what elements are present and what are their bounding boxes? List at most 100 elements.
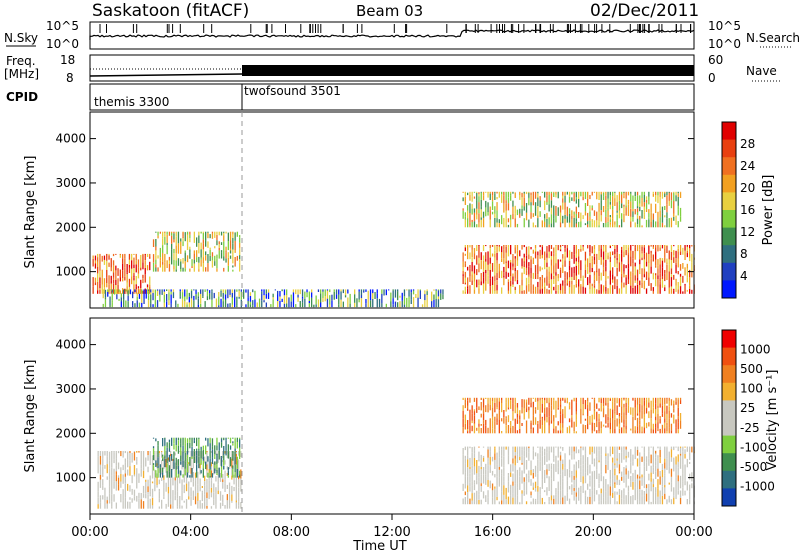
echo-cell [219, 456, 222, 466]
echo-cell [127, 469, 129, 476]
echo-cell [689, 462, 691, 464]
echo-cell [127, 301, 129, 308]
echo-cell [539, 200, 541, 208]
power-echoes [92, 191, 695, 308]
echo-cell [471, 472, 473, 482]
echo-cell [478, 213, 480, 223]
echo-cell [661, 413, 664, 417]
echo-cell [575, 496, 577, 505]
echo-cell [568, 208, 571, 214]
echo-cell [627, 254, 630, 264]
echo-cell [625, 205, 627, 208]
echo-cell [668, 191, 670, 193]
echo-cell [147, 455, 149, 461]
echo-cell [231, 297, 233, 305]
echo-cell [487, 461, 489, 466]
echo-cell [507, 272, 510, 277]
echo-cell [530, 247, 532, 250]
echo-cell [546, 474, 548, 479]
echo-cell [227, 437, 229, 439]
echo-cell [582, 483, 584, 491]
echo-cell [514, 418, 516, 427]
echo-cell [589, 195, 591, 200]
echo-cell [632, 263, 634, 273]
echo-cell [666, 499, 668, 505]
echo-cell [618, 204, 621, 211]
echo-cell [467, 420, 469, 429]
echo-cell [550, 265, 553, 274]
echo-cell [473, 253, 476, 260]
echo-cell [668, 397, 670, 401]
echo-cell [170, 291, 172, 295]
echo-cell [641, 246, 643, 252]
echo-cell [557, 450, 559, 458]
echo-cell [655, 245, 657, 248]
echo-cell [612, 457, 614, 463]
echo-cell [555, 455, 557, 464]
echo-cell [106, 464, 108, 474]
echo-cell [182, 238, 184, 242]
echo-cell [557, 290, 559, 294]
echo-cell [464, 292, 466, 294]
echo-cell [142, 485, 145, 494]
echo-cell [655, 500, 657, 505]
echo-cell [623, 191, 625, 193]
echo-cell [568, 270, 571, 278]
echo-cell [462, 483, 464, 491]
echo-cell [207, 232, 209, 239]
echo-cell [494, 193, 496, 200]
echo-cell [182, 437, 184, 446]
echo-cell [397, 291, 399, 301]
echo-cell [618, 428, 621, 434]
echo-cell [151, 469, 154, 479]
echo-cell [657, 479, 659, 489]
echo-cell [632, 425, 634, 434]
echo-cell [478, 499, 480, 505]
echo-cell [189, 457, 191, 466]
echo-cell [593, 399, 596, 408]
echo-cell [584, 462, 587, 466]
echo-cell [191, 468, 193, 478]
echo-cell [501, 215, 503, 225]
echo-cell [97, 266, 99, 274]
echo-cell [591, 414, 593, 423]
echo-cell [621, 246, 623, 250]
echo-cell [162, 472, 164, 478]
echo-cell [664, 422, 666, 429]
echo-cell [239, 235, 241, 238]
echo-cell [621, 490, 623, 499]
echo-cell [614, 258, 616, 267]
echo-cell [553, 214, 555, 219]
echo-cell [166, 301, 168, 308]
colorbar-swatch [722, 210, 736, 229]
echo-cell [516, 245, 519, 251]
echo-cell [214, 231, 216, 238]
echo-cell [487, 202, 489, 212]
echo-cell [682, 291, 684, 294]
echo-cell [555, 194, 557, 198]
echo-cell [149, 502, 151, 509]
echo-cell [677, 422, 679, 430]
echo-cell [566, 248, 568, 258]
echo-cell [627, 263, 630, 269]
echo-cell [464, 497, 466, 500]
echo-cell [172, 458, 174, 462]
echo-cell [220, 298, 222, 308]
echo-cell [464, 423, 466, 430]
echo-cell [110, 280, 112, 284]
echo-cell [609, 217, 611, 220]
echo-cell [679, 453, 682, 456]
echo-cell [491, 456, 494, 462]
echo-cell [614, 491, 616, 496]
echo-cell [600, 245, 602, 249]
echo-cell [464, 282, 466, 285]
echo-cell [120, 293, 122, 298]
echo-cell [532, 401, 534, 408]
echo-cell [159, 289, 161, 295]
echo-cell [103, 287, 106, 294]
echo-cell [600, 397, 602, 399]
echo-cell [186, 255, 189, 263]
echo-cell [200, 289, 202, 294]
echo-cell [467, 492, 469, 500]
echo-cell [566, 397, 568, 401]
